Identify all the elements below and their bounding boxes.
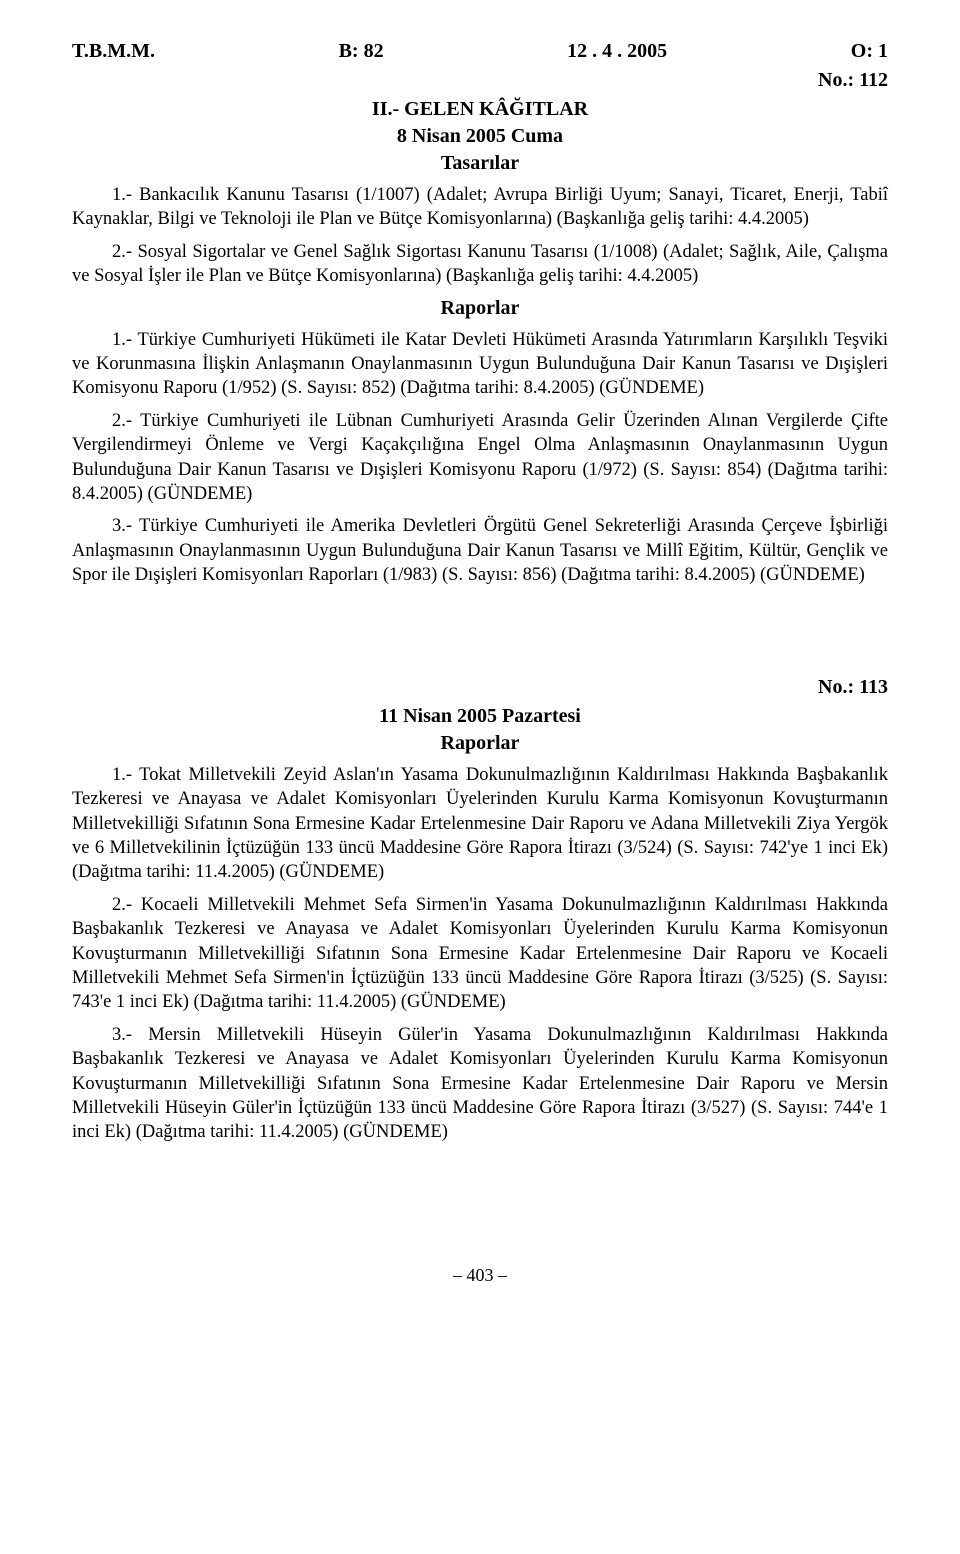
header-left: T.B.M.M. <box>72 40 155 63</box>
doc-number-113: No.: 113 <box>72 676 888 699</box>
page-number: – 403 – <box>72 1265 888 1286</box>
tasari-item: 2.- Sosyal Sigortalar ve Genel Sağlık Si… <box>72 240 888 289</box>
spacer <box>72 596 888 676</box>
rapor-item: 2.- Kocaeli Milletvekili Mehmet Sefa Sir… <box>72 893 888 1015</box>
section-date: 8 Nisan 2005 Cuma <box>72 125 888 148</box>
section2-date: 11 Nisan 2005 Pazartesi <box>72 705 888 728</box>
rapor-item: 3.- Mersin Milletvekili Hüseyin Güler'in… <box>72 1023 888 1145</box>
header-o: O: 1 <box>851 40 888 63</box>
header-date: 12 . 4 . 2005 <box>567 40 667 63</box>
rapor-item: 3.- Türkiye Cumhuriyeti ile Amerika Devl… <box>72 514 888 587</box>
subsection-raporlar-2: Raporlar <box>72 732 888 755</box>
rapor-item: 2.- Türkiye Cumhuriyeti ile Lübnan Cumhu… <box>72 409 888 507</box>
section-title: II.- GELEN KÂĞITLAR <box>72 98 888 121</box>
subsection-tasarilar: Tasarılar <box>72 152 888 175</box>
doc-number-112: No.: 112 <box>72 69 888 92</box>
rapor-item: 1.- Türkiye Cumhuriyeti Hükümeti ile Kat… <box>72 328 888 401</box>
document-header: T.B.M.M. B: 82 12 . 4 . 2005 O: 1 <box>72 40 888 63</box>
header-b: B: 82 <box>339 40 384 63</box>
tasari-item: 1.- Bankacılık Kanunu Tasarısı (1/1007) … <box>72 183 888 232</box>
rapor-item: 1.- Tokat Milletvekili Zeyid Aslan'ın Ya… <box>72 763 888 885</box>
subsection-raporlar: Raporlar <box>72 297 888 320</box>
